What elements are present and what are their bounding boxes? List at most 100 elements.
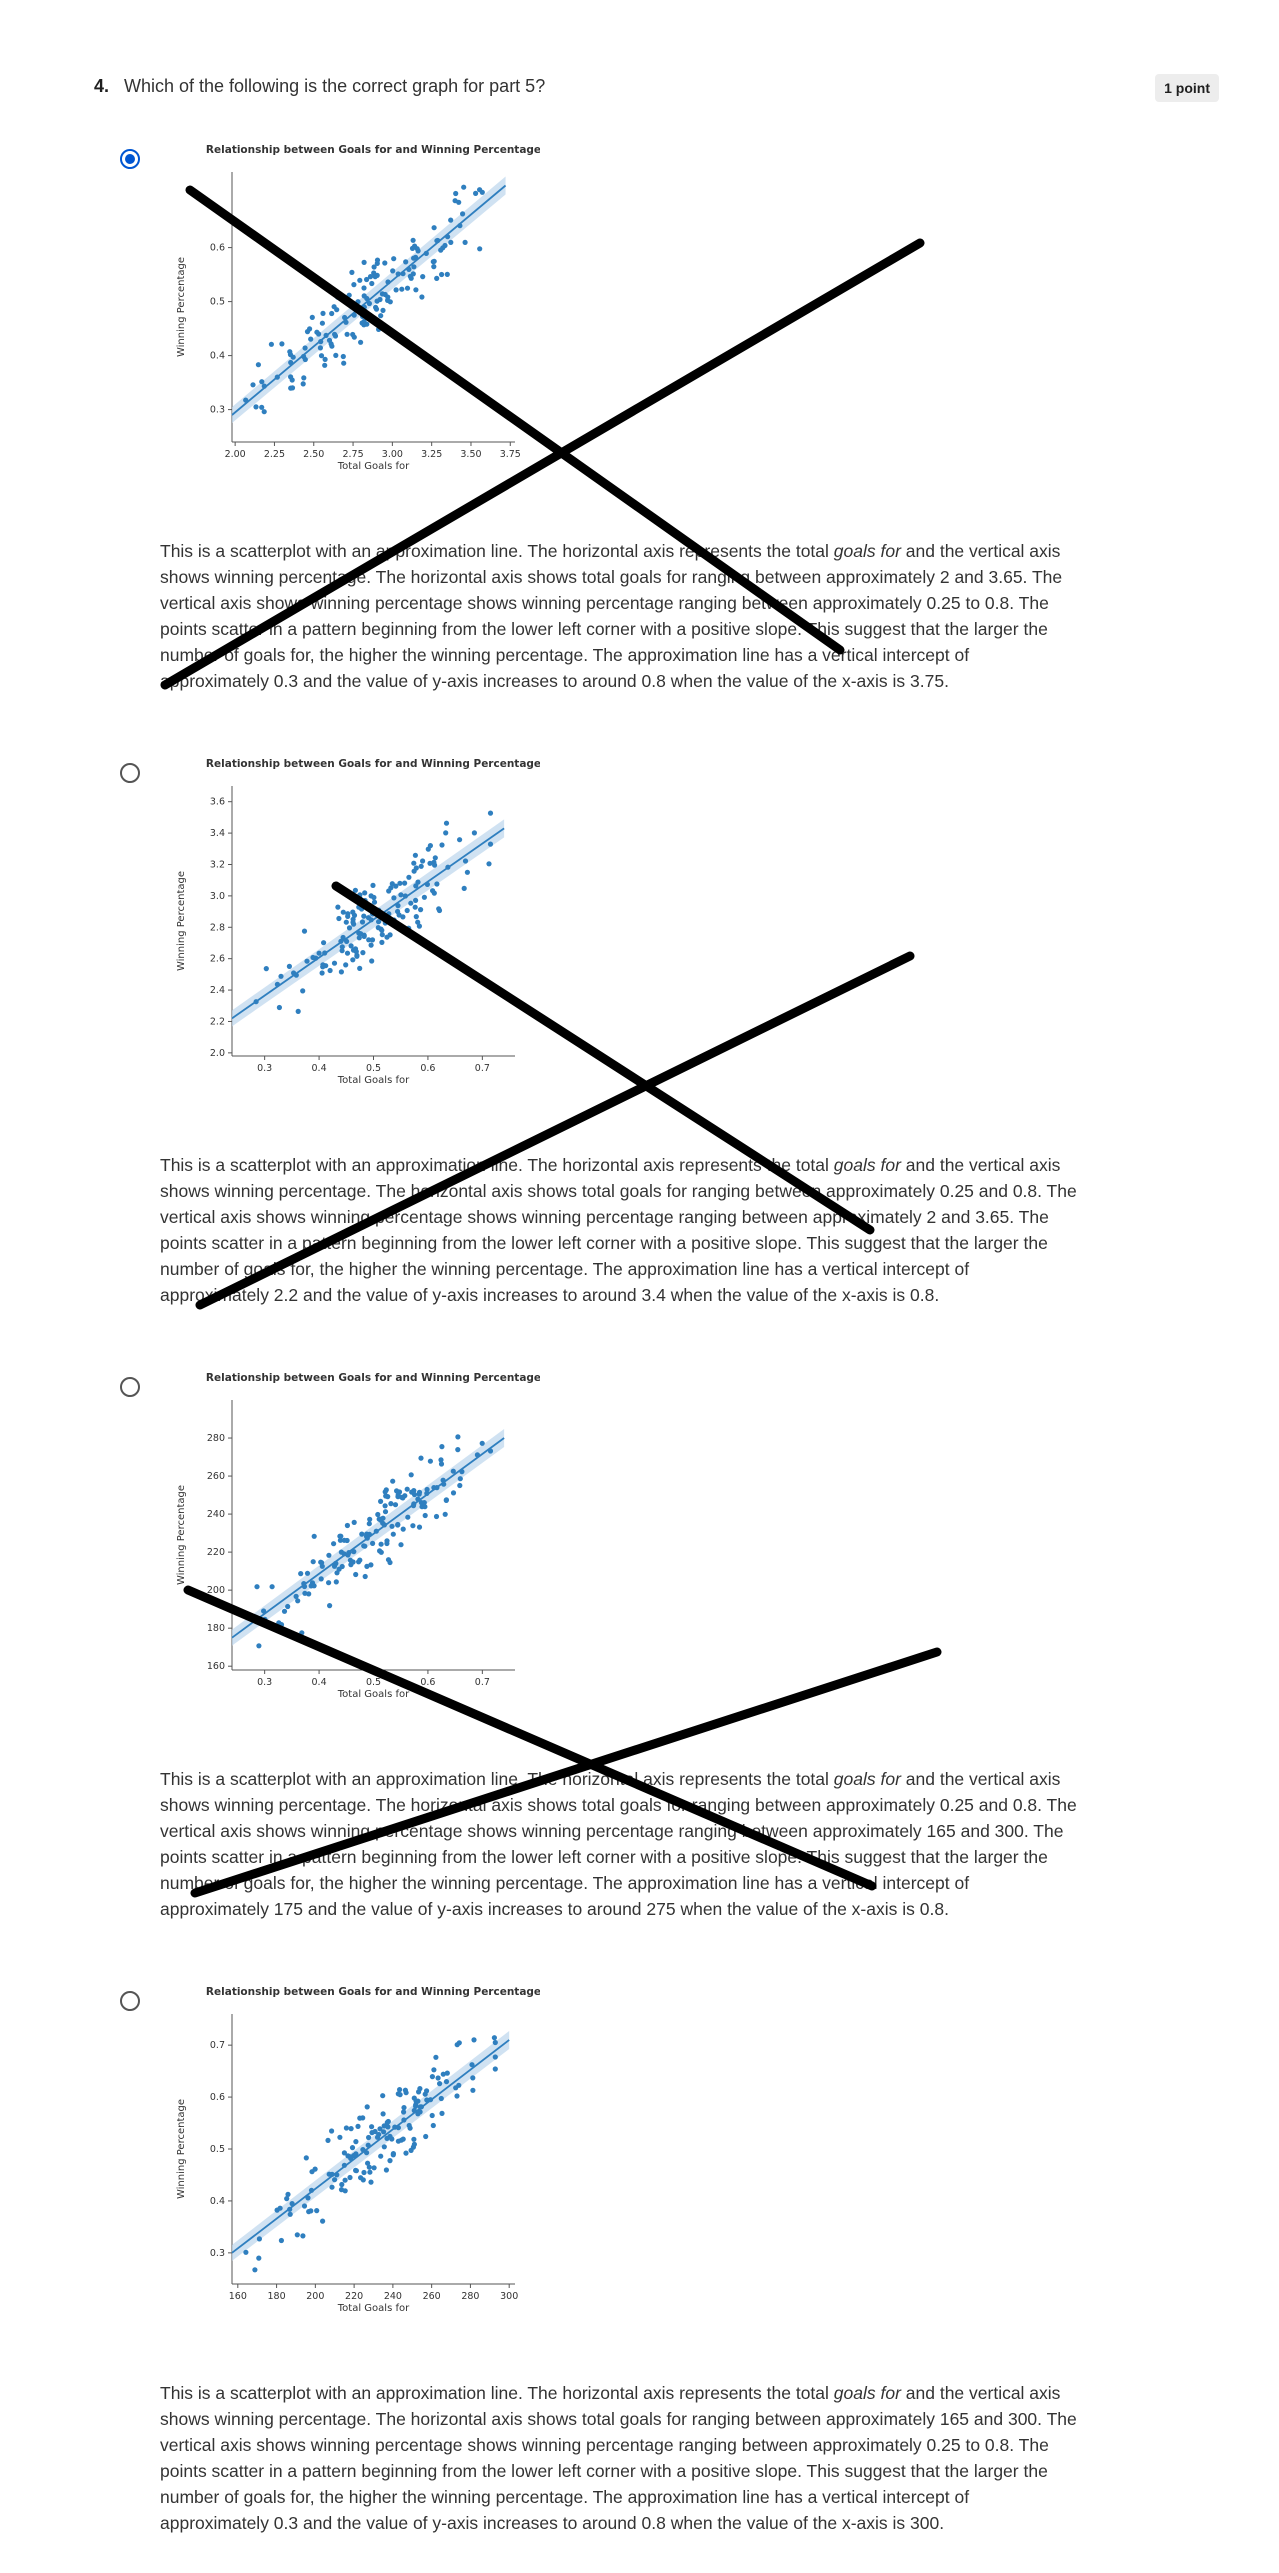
scatter-point [351, 921, 357, 927]
x-tick-label: 3.75 [500, 449, 521, 460]
scatter-point [262, 1616, 268, 1622]
scatter-point [423, 2133, 429, 2140]
scatter-point [378, 1541, 384, 1547]
scatter-point [369, 280, 375, 287]
option-description: This is a scatterplot with an approximat… [160, 1769, 1077, 1919]
scatter-point [384, 1538, 390, 1544]
scatter-point [372, 274, 378, 280]
scatter-point [367, 1516, 373, 1522]
scatter-point [389, 1523, 395, 1529]
scatter-point [341, 1537, 347, 1543]
scatter-point [341, 360, 347, 366]
scatter-point [301, 928, 308, 934]
regression-line [231, 184, 507, 416]
x-tick-label: 240 [384, 2291, 402, 2302]
scatter-point [420, 274, 426, 280]
scatter-point [350, 331, 356, 338]
scatter-point [329, 310, 335, 317]
scatter-point [397, 880, 403, 886]
scatter-point [329, 2184, 335, 2190]
scatter-point [429, 2074, 435, 2080]
scatter-point [311, 1533, 317, 1539]
scatter-point [366, 2134, 372, 2141]
scatter-point [341, 2150, 347, 2156]
scatter-point [374, 317, 380, 323]
scatter-point [312, 2166, 318, 2172]
radio-button-option-b[interactable] [120, 763, 140, 783]
radio-button-option-a[interactable] [120, 149, 140, 169]
scatter-point [333, 1579, 339, 1585]
regression-line [231, 827, 505, 1020]
scatter-point [319, 1560, 325, 1566]
scatter-point [419, 294, 425, 300]
scatter-point [416, 923, 422, 929]
scatter-point [431, 2067, 437, 2073]
scatter-point [340, 353, 346, 360]
scatter-point [337, 2134, 343, 2140]
scatter-point [443, 820, 450, 826]
scatter-point [309, 314, 315, 320]
scatter-point [263, 966, 269, 972]
scatter-point [382, 1509, 389, 1515]
scatter-point [277, 2205, 283, 2211]
scatter-point [427, 843, 433, 849]
x-tick-label: 2.50 [303, 449, 324, 460]
scatter-point [348, 1562, 354, 1568]
radio-button-option-c[interactable] [120, 1377, 140, 1397]
scatter-point [492, 2066, 498, 2072]
radio-button-option-d[interactable] [120, 1991, 140, 2011]
x-tick-label: 300 [500, 2291, 518, 2302]
scatter-point [427, 860, 433, 866]
x-tick-label: 0.6 [420, 1677, 435, 1688]
scatter-point [400, 1526, 406, 1532]
scatter-point [353, 2151, 359, 2157]
scatter-chart-option-a: Relationship between Goals for and Winni… [176, 144, 540, 472]
scatter-point [430, 888, 436, 894]
scatter-point [464, 869, 470, 875]
scatter-point [300, 2233, 306, 2239]
scatter-point [369, 2124, 375, 2130]
scatter-point [424, 1486, 430, 1493]
scatter-point [413, 287, 419, 293]
y-tick-label: 2.8 [210, 922, 225, 933]
scatter-point [347, 2174, 353, 2181]
y-tick-label: 160 [207, 1661, 225, 1672]
scatter-point [357, 1557, 363, 1563]
scatter-point [331, 1541, 337, 1547]
scatter-point [336, 915, 342, 922]
scatter-point [408, 275, 414, 281]
scatter-point [368, 942, 374, 948]
scatter-point [492, 2039, 498, 2046]
scatter-point [364, 2104, 370, 2110]
scatter-point [343, 919, 349, 925]
scatter-point [317, 345, 323, 351]
scatter-point [243, 2249, 249, 2255]
scatter-point [404, 1486, 410, 1492]
scatter-point [329, 2128, 335, 2134]
scatter-point [401, 2109, 407, 2115]
scatter-point [298, 1571, 304, 1577]
scatter-point [435, 2075, 441, 2081]
scatter-point [314, 329, 320, 335]
y-tick-label: 0.5 [210, 297, 225, 308]
scatter-point [359, 1531, 365, 1537]
scatter-point [444, 2070, 450, 2076]
scatter-point [314, 2208, 320, 2214]
scatter-point [404, 907, 410, 914]
scatter-point [284, 2196, 290, 2202]
scatter-point [360, 2177, 366, 2183]
scatter-point [443, 1497, 449, 1503]
scatter-point [397, 2092, 403, 2098]
scatter-point [439, 1444, 445, 1450]
y-axis-label: Winning Percentage [176, 871, 187, 971]
scatter-point [325, 2137, 331, 2143]
scatter-point [278, 2237, 284, 2244]
scatter-point [355, 2123, 361, 2129]
scatter-point [368, 1562, 374, 1568]
y-tick-label: 3.2 [210, 859, 225, 870]
scatter-point [299, 1630, 305, 1636]
scatter-point [438, 1461, 445, 1467]
scatter-point [256, 2236, 262, 2242]
y-tick-label: 3.6 [210, 797, 225, 808]
scatter-point [432, 862, 438, 868]
